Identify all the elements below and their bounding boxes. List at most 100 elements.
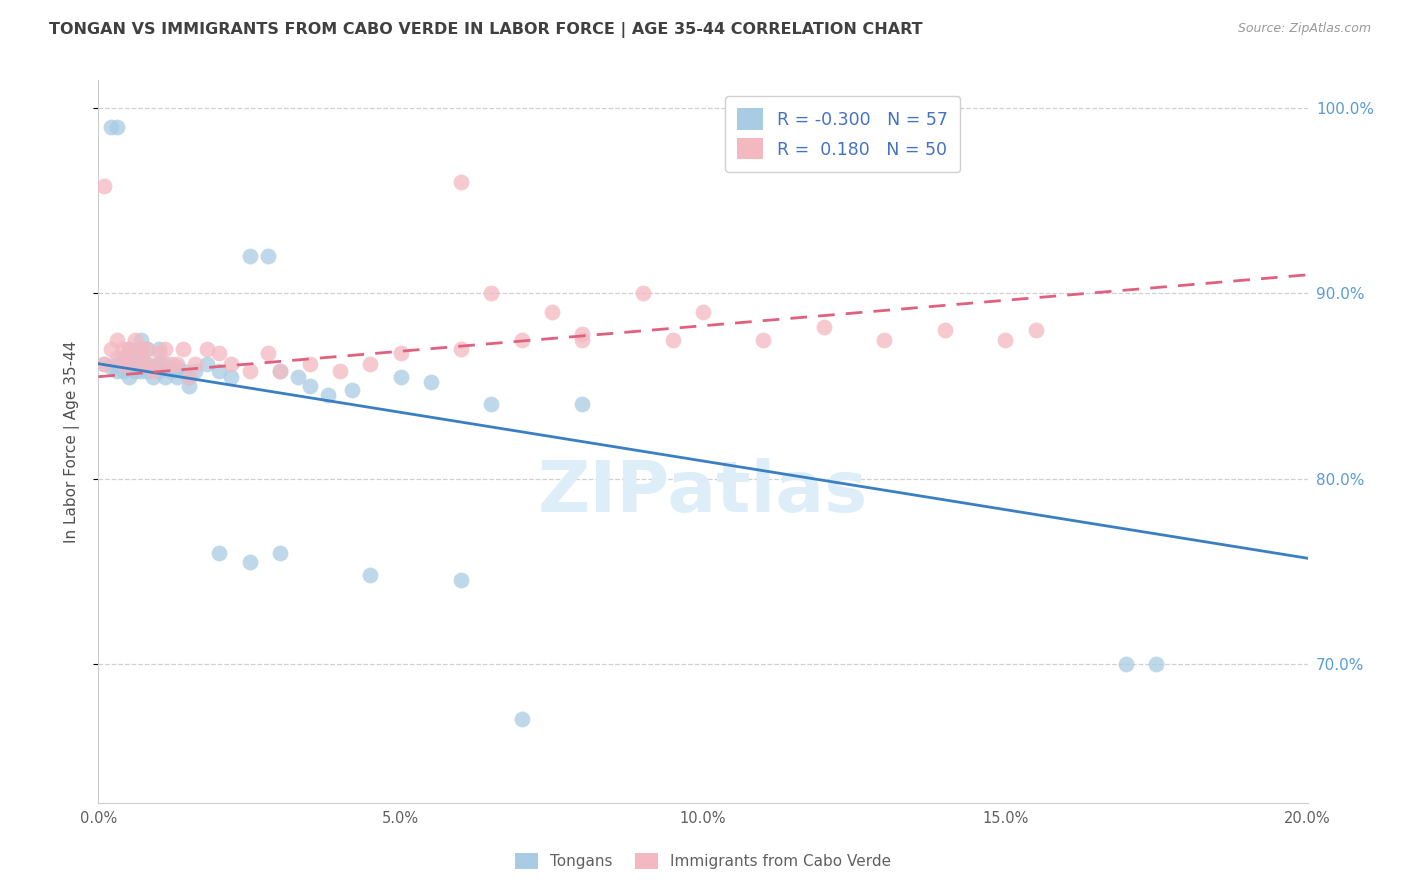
Point [450, 342, 472, 356]
Point [142, 360, 165, 375]
Point [105, 120, 128, 134]
Point [221, 369, 243, 384]
Point [148, 345, 170, 359]
Point [1115, 657, 1137, 671]
Point [239, 555, 262, 569]
Point [111, 351, 134, 366]
Point [269, 546, 291, 560]
Point [179, 379, 201, 393]
Point [692, 305, 714, 319]
Legend: R = -0.300   N = 57, R =  0.180   N = 50: R = -0.300 N = 57, R = 0.180 N = 50 [725, 96, 960, 171]
Point [166, 357, 188, 371]
Point [105, 333, 128, 347]
Point [153, 342, 176, 356]
Point [124, 345, 146, 359]
Point [571, 397, 593, 411]
Point [166, 360, 188, 375]
Point [208, 546, 231, 560]
Point [135, 364, 157, 378]
Point [105, 364, 128, 378]
Point [813, 319, 835, 334]
Point [148, 342, 170, 356]
Point [93, 178, 115, 193]
Point [540, 305, 562, 319]
Point [100, 120, 122, 134]
Point [994, 333, 1017, 347]
Point [124, 364, 146, 378]
Point [450, 574, 472, 588]
Point [124, 345, 146, 359]
Point [135, 342, 157, 356]
Point [118, 369, 141, 384]
Point [111, 342, 134, 356]
Point [239, 249, 262, 263]
Point [100, 360, 122, 375]
Point [571, 327, 593, 342]
Point [389, 345, 412, 359]
Point [179, 369, 201, 384]
Point [135, 342, 157, 356]
Point [166, 369, 188, 384]
Point [221, 357, 243, 371]
Point [208, 364, 231, 378]
Point [129, 342, 152, 356]
Point [1024, 323, 1046, 337]
Point [93, 357, 115, 371]
Point [142, 369, 165, 384]
Point [118, 357, 141, 371]
Point [299, 379, 322, 393]
Point [184, 364, 207, 378]
Point [420, 376, 443, 390]
Point [172, 342, 194, 356]
Point [111, 364, 134, 378]
Legend: Tongans, Immigrants from Cabo Verde: Tongans, Immigrants from Cabo Verde [509, 847, 897, 875]
Point [118, 357, 141, 371]
Point [208, 345, 231, 359]
Point [118, 342, 141, 356]
Point [510, 333, 533, 347]
Point [184, 357, 207, 371]
Point [148, 357, 170, 371]
Point [105, 351, 128, 366]
Point [124, 333, 146, 347]
Point [129, 351, 152, 366]
Point [129, 357, 152, 371]
Point [124, 357, 146, 371]
Point [129, 342, 152, 356]
Point [148, 364, 170, 378]
Text: ZIPatlas: ZIPatlas [538, 458, 868, 526]
Point [160, 357, 183, 371]
Text: Source: ZipAtlas.com: Source: ZipAtlas.com [1237, 22, 1371, 36]
Point [100, 342, 122, 356]
Point [510, 713, 533, 727]
Point [118, 342, 141, 356]
Point [934, 323, 956, 337]
Point [172, 364, 194, 378]
Point [631, 286, 654, 301]
Point [481, 397, 503, 411]
Point [329, 364, 352, 378]
Point [450, 175, 472, 189]
Point [389, 369, 412, 384]
Point [661, 333, 683, 347]
Point [360, 568, 382, 582]
Y-axis label: In Labor Force | Age 35-44: In Labor Force | Age 35-44 [63, 341, 80, 542]
Point [160, 364, 183, 378]
Point [269, 364, 291, 378]
Point [752, 333, 775, 347]
Point [342, 383, 364, 397]
Point [129, 364, 152, 378]
Point [142, 364, 165, 378]
Point [287, 369, 309, 384]
Point [239, 364, 262, 378]
Point [360, 357, 382, 371]
Point [195, 357, 218, 371]
Point [316, 388, 339, 402]
Point [93, 357, 115, 371]
Point [129, 333, 152, 347]
Point [256, 345, 278, 359]
Point [153, 357, 176, 371]
Text: TONGAN VS IMMIGRANTS FROM CABO VERDE IN LABOR FORCE | AGE 35-44 CORRELATION CHAR: TONGAN VS IMMIGRANTS FROM CABO VERDE IN … [49, 22, 922, 38]
Point [135, 357, 157, 371]
Point [269, 364, 291, 378]
